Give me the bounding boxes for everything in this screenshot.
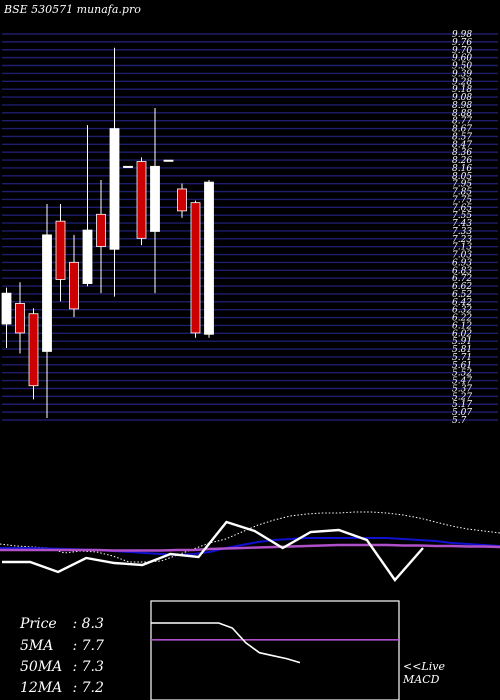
price-tick-label: 8.47 <box>452 140 472 150</box>
chart-header: BSE 530571 munafa.pro <box>4 3 141 16</box>
price-tick-label: 5.17 <box>452 400 472 410</box>
price-tick-label: 7.75 <box>452 195 472 205</box>
price-tick-label: 9.50 <box>452 62 472 72</box>
price-tick-label: 8.16 <box>452 164 472 174</box>
price-tick-label: 7.85 <box>452 188 472 198</box>
price-tick-label: 5.52 <box>452 369 472 379</box>
price-tick-label: 8.36 <box>452 148 472 158</box>
candle-body <box>82 229 93 284</box>
price-tick-label: 6.32 <box>452 306 472 316</box>
price-tick-label: 5.07 <box>452 408 472 418</box>
macd-live-label: <<Live <box>403 660 445 673</box>
price-tick-label: 7.13 <box>452 243 472 253</box>
stat-12ma-value: : 7.2 <box>72 680 104 696</box>
stat-price: Price : 8.3 <box>20 616 104 632</box>
price-tick-label: 5.91 <box>452 337 472 347</box>
price-tick-label: 7.55 <box>452 211 472 221</box>
price-tick-label: 9.76 <box>452 38 472 48</box>
candle-body <box>163 159 174 162</box>
price-tick-label: 6.93 <box>452 258 472 268</box>
price-tick-label: 8.88 <box>452 109 472 119</box>
price-tick-label: 7.65 <box>452 203 472 213</box>
price-tick-label: 5.27 <box>452 392 472 402</box>
candle-body <box>190 202 201 334</box>
stat-12ma: 12MA : 7.2 <box>20 680 104 696</box>
candle-body <box>96 213 106 247</box>
price-tick-label: 6.83 <box>452 266 472 276</box>
price-tick-label: 6.42 <box>452 298 472 308</box>
price-tick-label: 8.05 <box>452 172 472 182</box>
price-tick-label: 5.71 <box>452 353 472 363</box>
price-tick-label: 9.70 <box>452 46 472 56</box>
price-tick-label: 5.81 <box>452 345 472 355</box>
macd-line <box>151 622 301 664</box>
candle-body <box>204 181 214 335</box>
price-tick-label: 5.61 <box>452 361 472 371</box>
candle-body <box>28 313 39 387</box>
macd-frame <box>150 600 400 700</box>
price-tick-label: 6.52 <box>452 290 472 300</box>
stat-price-value: : 8.3 <box>72 616 104 632</box>
stat-50ma-value: : 7.3 <box>72 659 104 675</box>
candle-body <box>15 303 25 334</box>
price-tick-label: 9.39 <box>452 69 472 79</box>
price-tick-label: 9.18 <box>452 85 472 95</box>
price-tick-label: 8.26 <box>452 156 472 166</box>
price-tick-label: 8.57 <box>452 132 472 142</box>
price-tick-label: 6.72 <box>452 274 472 284</box>
candle-body <box>150 165 160 232</box>
price-tick-label: 8.77 <box>452 117 472 127</box>
stat-5ma: 5MA : 7.7 <box>20 638 104 654</box>
violet-average-line <box>0 543 500 552</box>
stat-50ma-label: 50MA <box>20 659 63 675</box>
price-tick-label: 8.67 <box>452 125 472 135</box>
candle-body <box>177 188 187 212</box>
price-tick-label: 6.12 <box>452 321 472 331</box>
dotted-band-line <box>0 511 500 563</box>
price-tick-label: 5.47 <box>452 377 472 387</box>
price-tick-label: 5.7 <box>452 416 467 426</box>
macd-title-label: MACD <box>403 673 440 686</box>
price-tick-label: 9.98 <box>452 30 472 40</box>
stat-price-label: Price <box>20 616 57 632</box>
price-tick-label: 7.23 <box>452 235 472 245</box>
candle-body <box>55 220 66 280</box>
stat-12ma-label: 12MA <box>20 680 63 696</box>
price-tick-label: 9.28 <box>452 77 472 87</box>
price-tick-label: 9.60 <box>452 54 472 64</box>
price-tick-label: 7.33 <box>452 227 472 237</box>
oscillator-line <box>2 520 424 582</box>
price-tick-label: 8.98 <box>452 101 472 111</box>
price-tick-label: 6.22 <box>452 314 472 324</box>
candle-body <box>109 128 120 250</box>
candle-body <box>1 292 12 325</box>
candle-body <box>42 234 52 352</box>
price-tick-label: 9.08 <box>452 93 472 103</box>
price-tick-label: 6.02 <box>452 329 472 339</box>
price-tick-label: 7.03 <box>452 251 472 261</box>
candle-body <box>136 161 147 239</box>
price-tick-label: 6.62 <box>452 282 472 292</box>
price-tick-label: 5.37 <box>452 384 472 394</box>
price-tick-label: 7.95 <box>452 180 472 190</box>
candle-body <box>69 261 79 310</box>
candle-body <box>123 165 133 168</box>
price-tick-label: 7.43 <box>452 219 472 229</box>
stat-5ma-value: : 7.7 <box>72 638 104 654</box>
stat-50ma: 50MA : 7.3 <box>20 659 104 675</box>
stat-5ma-label: 5MA <box>20 638 54 654</box>
